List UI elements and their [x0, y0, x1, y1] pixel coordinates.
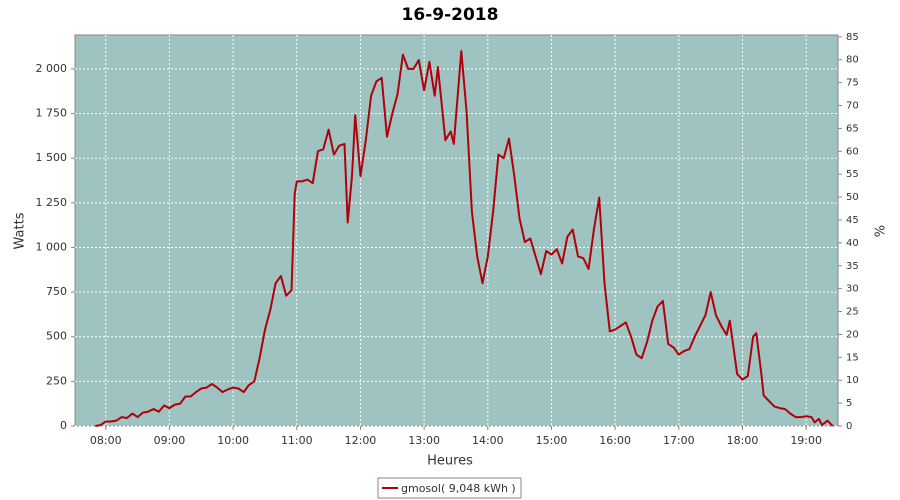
plot-area: [74, 34, 839, 427]
y-tick-label: 1 000: [36, 240, 68, 253]
x-tick-label: 10:00: [217, 434, 249, 447]
y-axis-title: Watts: [13, 212, 28, 249]
y-tick-label: 1 500: [36, 151, 68, 164]
y-tick-label: 250: [46, 374, 67, 387]
y2-tick-label: 75: [846, 78, 859, 89]
x-tick-label: 15:00: [536, 434, 568, 447]
y-tick-label: 500: [46, 330, 67, 343]
x-tick-label: 13:00: [408, 434, 440, 447]
y-tick-label: 2 000: [36, 62, 68, 75]
x-tick-label: 11:00: [281, 434, 313, 447]
y2-tick-label: 10: [846, 375, 859, 386]
x-tick-label: 09:00: [154, 434, 186, 447]
y2-tick-label: 20: [846, 329, 859, 340]
y2-tick-label: 5: [846, 398, 852, 409]
y2-tick-label: 0: [846, 421, 852, 432]
y-tick-label: 1 750: [36, 107, 68, 120]
data-line: [95, 50, 834, 427]
y2-tick-label: 70: [846, 101, 859, 112]
x-tick-label: 19:00: [790, 434, 822, 447]
y2-tick-label: 30: [846, 284, 859, 295]
y2-tick-label: 25: [846, 307, 859, 318]
y2-tick-label: 85: [846, 32, 859, 43]
legend-label: gmosol( 9,048 kWh ): [401, 482, 516, 495]
y2-tick-label: 50: [846, 192, 859, 203]
x-tick-label: 12:00: [345, 434, 377, 447]
y-tick-label: 0: [60, 419, 67, 432]
x-axis-title: Heures: [427, 454, 473, 469]
chart-title: 16-9-2018: [402, 5, 499, 25]
y2-tick-label: 45: [846, 215, 859, 226]
y2-tick-label: 15: [846, 352, 859, 363]
x-tick-label: 14:00: [472, 434, 504, 447]
legend-box: [377, 477, 522, 499]
y2-tick-label: 80: [846, 55, 859, 66]
x-tick-label: 17:00: [663, 434, 695, 447]
legend-item: gmosol( 9,048 kWh ): [377, 477, 522, 499]
x-tick-label: 08:00: [90, 434, 122, 447]
y2-tick-label: 40: [846, 238, 859, 249]
y2-tick-label: 55: [846, 169, 859, 180]
y2-axis-title: %: [874, 225, 889, 237]
y2-tick-label: 60: [846, 146, 859, 157]
y2-tick-label: 65: [846, 123, 859, 134]
x-tick-label: 18:00: [727, 434, 759, 447]
x-tick-label: 16:00: [599, 434, 631, 447]
y2-tick-label: 35: [846, 261, 859, 272]
y-tick-label: 750: [46, 285, 67, 298]
y-tick-label: 1 250: [36, 196, 68, 209]
